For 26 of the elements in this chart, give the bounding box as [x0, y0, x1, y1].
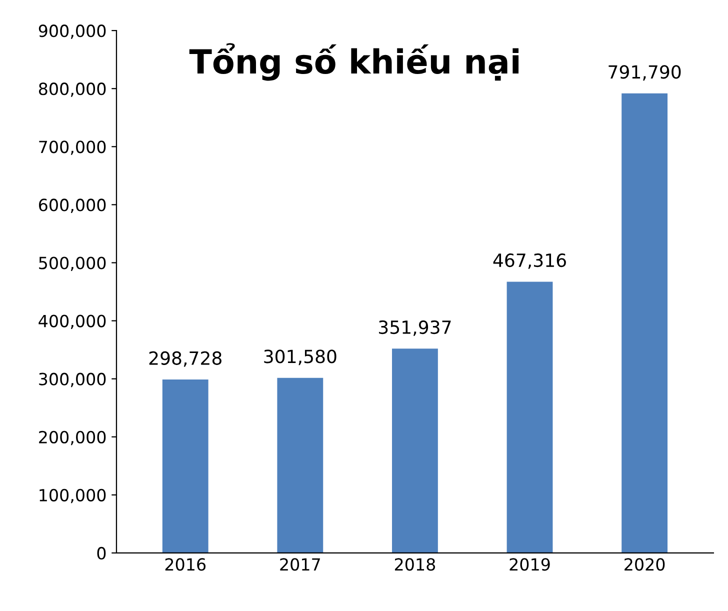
- y-tick-label: 900,000: [38, 24, 106, 39]
- bar: [277, 378, 324, 553]
- y-tick-label: 400,000: [38, 314, 106, 330]
- bar: [162, 380, 208, 553]
- chart-title: Tổng số khiếu nại: [189, 43, 519, 81]
- y-tick-label: 800,000: [38, 82, 106, 97]
- x-tick-label: 2017: [280, 558, 320, 571]
- data-label: 298,728: [149, 351, 222, 367]
- y-tick-label: 500,000: [39, 256, 106, 271]
- x-tick-label: 2020: [624, 558, 665, 571]
- data-label: 791,790: [608, 65, 681, 81]
- data-label: 351,937: [379, 320, 451, 336]
- y-tick-label: 100,000: [40, 488, 106, 504]
- bar: [506, 282, 553, 553]
- x-tick-label: 2016: [165, 558, 206, 571]
- x-tick-label: 2018: [394, 558, 436, 571]
- y-tick-label: 200,000: [39, 430, 106, 446]
- bar: [622, 93, 668, 553]
- x-tick-label: 2019: [510, 558, 550, 571]
- data-label: 301,580: [264, 350, 336, 366]
- data-label: 467,316: [493, 253, 566, 269]
- y-tick-label: 600,000: [39, 198, 106, 213]
- y-tick-label: 0: [97, 546, 106, 560]
- bar: [392, 348, 438, 553]
- y-tick-label: 700,000: [39, 140, 106, 155]
- y-tick-label: 300,000: [39, 372, 106, 388]
